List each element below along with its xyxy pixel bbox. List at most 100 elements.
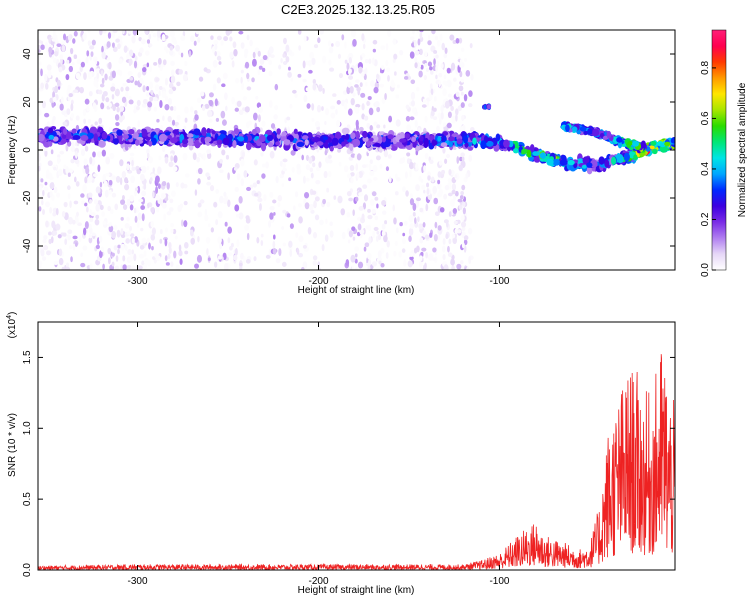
spectrogram-noise-speckle <box>423 165 427 173</box>
spectrogram-ridge-blob <box>586 162 593 168</box>
spectrogram-noise-speckle <box>211 45 215 54</box>
spectrogram-noise-speckle <box>142 98 148 105</box>
spectrogram-noise-speckle <box>104 189 109 198</box>
spectrogram-noise-speckle <box>182 74 188 82</box>
spectrogram-noise-speckle <box>348 68 352 75</box>
spectrogram-noise-speckle <box>126 163 130 171</box>
spectrogram-noise-speckle <box>164 104 170 111</box>
spectrogram-noise-speckle <box>460 152 465 158</box>
spectrogram-noise-speckle <box>94 58 98 65</box>
spectrogram-noise-speckle <box>124 223 130 229</box>
spectrogram-noise-speckle <box>447 245 450 253</box>
spectrogram-noise-speckle <box>245 258 251 264</box>
spectrogram-ridge-blob <box>48 134 55 140</box>
spectrogram-noise-speckle <box>145 91 151 97</box>
spectrogram-noise-speckle <box>82 32 87 41</box>
spectrogram-noise-speckle <box>105 97 110 103</box>
spectrogram-noise-speckle <box>61 210 66 218</box>
spectrogram-noise-speckle <box>257 68 261 76</box>
spectrogram-noise-speckle <box>224 221 228 227</box>
spectrogram-noise-speckle <box>150 234 156 241</box>
snr-y-scale-exponent: 4 <box>6 315 13 319</box>
spectrogram-noise-speckle <box>398 251 402 258</box>
spectrogram-noise-speckle <box>443 122 447 127</box>
spectrogram-noise-speckle <box>108 102 112 108</box>
spectrogram-noise-speckle <box>452 208 458 214</box>
spectrogram-noise-speckle <box>219 243 223 250</box>
spectrogram-noise-speckle <box>447 177 452 184</box>
spectrogram-noise-speckle <box>212 60 218 68</box>
spectrogram-noise-speckle <box>70 113 75 119</box>
spectrogram-noise-speckle <box>141 103 147 108</box>
spectrogram-noise-speckle <box>147 259 151 267</box>
spectrogram-noise-speckle <box>412 212 416 217</box>
spectrogram-noise-speckle <box>137 71 142 78</box>
colorbar-tick-label: 0.4 <box>700 162 711 176</box>
spectrogram-noise-speckle <box>40 68 43 77</box>
spectrogram-noise-speckle <box>149 81 154 89</box>
spectrogram-noise-speckle <box>414 119 418 128</box>
spectrogram-noise-speckle <box>440 104 444 113</box>
spectrogram-noise-speckle <box>315 179 321 185</box>
spectrogram-noise-speckle <box>75 217 79 225</box>
spectrogram-noise-speckle <box>49 182 55 190</box>
spectrogram-noise-speckle <box>298 45 302 51</box>
spectrogram-noise-speckle <box>40 248 45 257</box>
spectrogram-noise-speckle <box>431 30 436 35</box>
spectrogram-noise-speckle <box>282 163 287 168</box>
spectrogram-noise-speckle <box>220 39 224 46</box>
spectrogram-noise-speckle <box>206 181 212 186</box>
spectrogram-noise-speckle <box>433 197 439 205</box>
spectrogram-noise-speckle <box>111 175 116 180</box>
spectrogram-noise-speckle <box>219 158 223 164</box>
spectrogram-noise-speckle <box>136 99 141 107</box>
spectrogram-noise-speckle <box>285 44 290 53</box>
spectrogram-noise-speckle <box>317 37 321 44</box>
colorbar-label: Normalized spectral amplitude <box>737 82 748 217</box>
spectrogram-noise-speckle <box>129 225 133 232</box>
spectrogram-noise-speckle <box>40 82 45 89</box>
spectrogram-noise-speckle <box>51 38 57 42</box>
spectrogram-noise-speckle <box>301 266 305 270</box>
spectrogram-noise-speckle <box>121 30 125 35</box>
spectrogram-noise-speckle <box>225 105 228 112</box>
spectrogram-noise-speckle <box>396 177 401 182</box>
spectrogram-noise-speckle <box>214 98 218 107</box>
spectrogram-noise-speckle <box>84 176 88 184</box>
spectrogram-noise-speckle <box>358 126 364 132</box>
spectrogram-noise-speckle <box>395 119 401 127</box>
spectrogram-noise-speckle <box>205 172 210 177</box>
spectrogram-noise-speckle <box>425 203 429 212</box>
figure-title: C2E3.2025.132.13.25.R05 <box>281 2 435 17</box>
spectrogram-noise-speckle <box>447 111 452 119</box>
spectrogram-noise-speckle <box>368 107 374 116</box>
spectrogram-noise-speckle <box>369 125 373 131</box>
spectrogram-noise-speckle <box>164 255 168 262</box>
spectrogram-noise-speckle <box>342 90 348 95</box>
spectrogram-noise-speckle <box>323 170 328 179</box>
spectrogram-noise-speckle <box>269 100 273 108</box>
spectrogram-noise-speckle <box>380 263 385 268</box>
spectrogram-noise-speckle <box>243 170 248 178</box>
spectrogram-noise-speckle <box>62 33 67 41</box>
spectrogram-noise-speckle <box>114 265 120 270</box>
spectrogram-noise-speckle <box>157 166 162 175</box>
spectrogram-noise-speckle <box>69 200 72 208</box>
spectrogram-noise-speckle <box>119 177 123 186</box>
spectrogram-noise-speckle <box>414 62 418 69</box>
spectrogram-noise-speckle <box>442 88 447 97</box>
spectrogram-noise-speckle <box>227 237 231 244</box>
spectrogram-ridge-blob <box>71 128 77 134</box>
spectrogram-noise-speckle <box>365 81 368 87</box>
spectrogram-noise-speckle <box>80 252 84 258</box>
spectrogram-noise-speckle <box>168 161 174 168</box>
spectrogram-noise-speckle <box>207 152 212 160</box>
spectrogram-ridge-blob <box>52 136 59 142</box>
spectrogram-noise-speckle <box>282 53 286 58</box>
spectrogram-noise-speckle <box>87 40 91 46</box>
spectrogram-noise-speckle <box>159 238 163 244</box>
spectrogram-noise-speckle <box>312 232 318 239</box>
spectrogram-noise-speckle <box>424 63 428 67</box>
spectrogram-ridge-blob <box>432 140 438 146</box>
spectrogram-ridge-blob <box>276 128 281 135</box>
